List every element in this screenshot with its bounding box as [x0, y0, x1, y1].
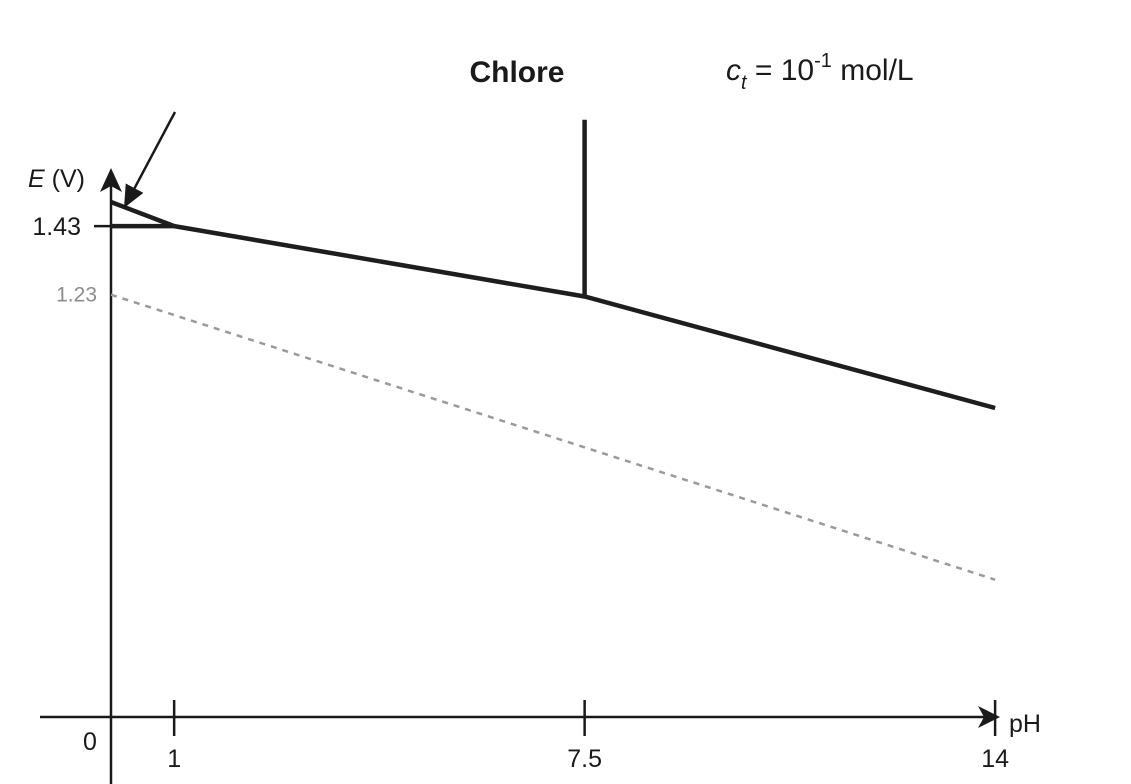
y-axis-label: E (V) — [28, 165, 85, 193]
x-tick-label-1: 7.5 — [567, 745, 602, 773]
concentration-symbol: c — [726, 54, 741, 87]
x-tick-label-2: 14 — [981, 745, 1009, 773]
concentration-subscript: t — [741, 72, 748, 94]
y-axis-unit: (V) — [45, 165, 85, 193]
x-ticks: 1 7.5 14 — [167, 700, 1009, 773]
pointer-arrow-icon — [122, 111, 177, 209]
y-axis-symbol: E — [28, 165, 45, 193]
origin-label: 0 — [83, 728, 97, 756]
concentration-annotation: ct = 10-1 mol/L — [726, 50, 914, 94]
y-tick-label-0: 1.43 — [32, 213, 81, 241]
concentration-equals: = 10 — [747, 54, 815, 87]
water-stability-line-4 — [110, 293, 996, 581]
concentration-unit: mol/L — [832, 54, 914, 87]
x-tick-label-0: 1 — [167, 745, 181, 773]
x-axis-arrow-icon — [978, 706, 1000, 728]
y-axis-arrow-icon — [100, 168, 122, 192]
x-axis-label: pH — [1009, 710, 1041, 738]
series-layer — [110, 119, 996, 581]
y-ticks: 1.43 1.23 — [32, 213, 111, 307]
y-tick-label-1: 1.23 — [56, 284, 97, 307]
boundary-line-1 — [110, 199, 176, 229]
chart-title: Chlore — [469, 56, 564, 89]
concentration-exponent: -1 — [814, 50, 832, 72]
